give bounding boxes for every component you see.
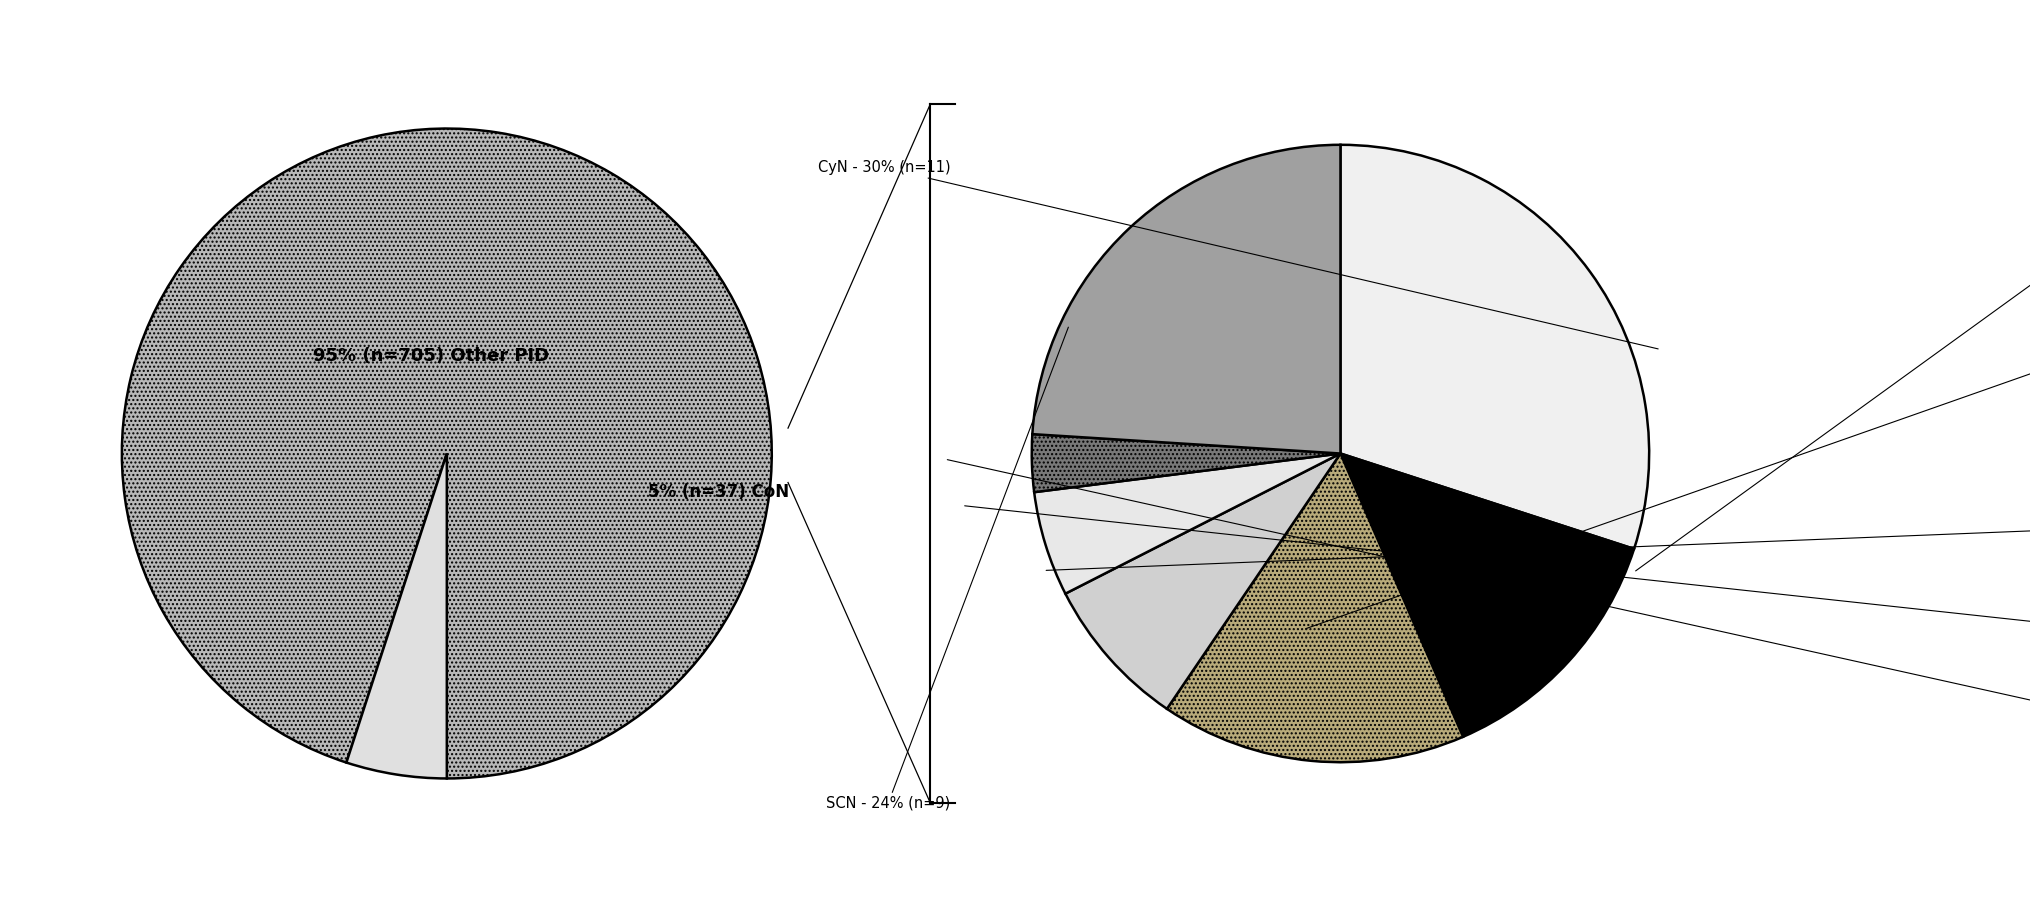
Text: GSD1b - 16% (n=6): GSD1b - 16% (n=6) (1305, 337, 2030, 629)
Wedge shape (1340, 145, 1648, 549)
Text: SCN - 24% (n=9): SCN - 24% (n=9) (826, 327, 1068, 810)
Text: CyN - 30% (n=11): CyN - 30% (n=11) (818, 161, 1656, 349)
Wedge shape (1167, 454, 1462, 762)
Wedge shape (1033, 454, 1340, 594)
Wedge shape (122, 129, 771, 778)
Wedge shape (1031, 434, 1340, 493)
Text: Griscelli syndrome - 8% (n=3): Griscelli syndrome - 8% (n=3) (1045, 519, 2030, 571)
Text: Cohen syndrome - 3% (n=1): Cohen syndrome - 3% (n=1) (946, 460, 2030, 733)
Text: 95% (n=705) Other PID: 95% (n=705) Other PID (313, 347, 548, 365)
Text: 5% (n=37) CoN: 5% (n=37) CoN (648, 483, 790, 502)
Wedge shape (1066, 454, 1340, 709)
Text: Poikiloderma type Clericuzio - 13.5% (n=5): Poikiloderma type Clericuzio - 13.5% (n=… (1634, 156, 2030, 571)
Wedge shape (1340, 454, 1634, 736)
Wedge shape (347, 454, 447, 778)
Text: Hermansky-Pudlak syndrome - 5.5% (n=2): Hermansky-Pudlak syndrome - 5.5% (n=2) (964, 506, 2030, 647)
Wedge shape (1031, 145, 1340, 454)
